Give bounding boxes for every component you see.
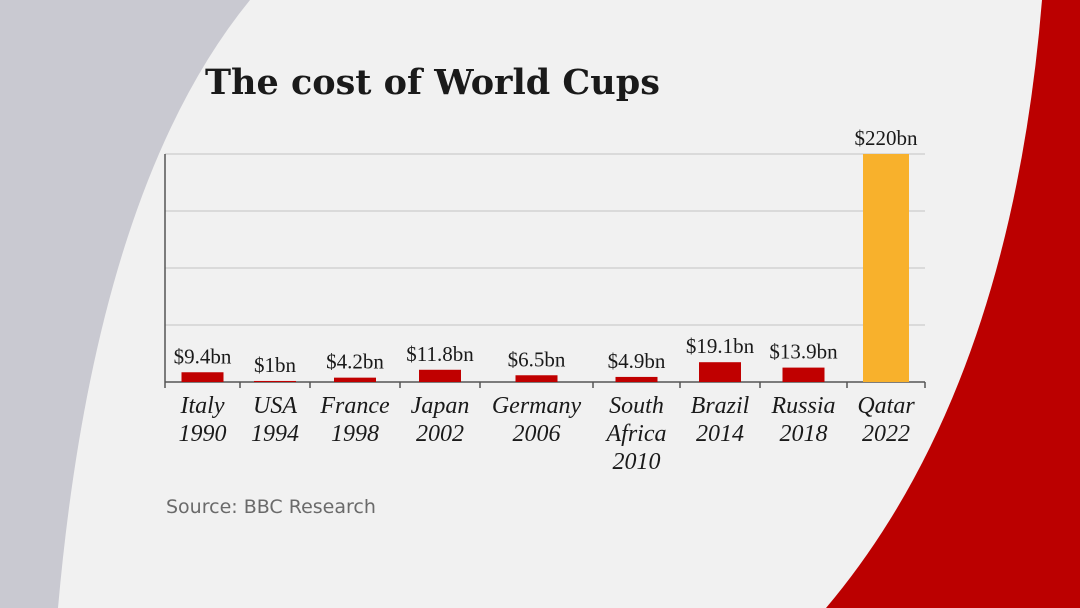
bar bbox=[782, 367, 825, 382]
value-label: $4.2bn bbox=[326, 350, 384, 374]
value-label: $13.9bn bbox=[769, 340, 838, 364]
x-tick-label: Brazil bbox=[691, 393, 750, 419]
bar bbox=[615, 376, 658, 382]
x-tick-label: South bbox=[609, 393, 664, 419]
x-tick-label: 1998 bbox=[331, 421, 379, 447]
x-tick-label: 2018 bbox=[780, 421, 828, 447]
x-tick-label: Qatar bbox=[857, 393, 915, 419]
value-label: $9.4bn bbox=[174, 344, 232, 368]
x-tick-label: 2022 bbox=[862, 421, 910, 447]
value-label: $19.1bn bbox=[686, 334, 755, 358]
value-label: $1bn bbox=[254, 353, 297, 377]
bar bbox=[515, 375, 558, 382]
x-tick-label: USA bbox=[253, 393, 297, 419]
x-tick-label: 1994 bbox=[251, 421, 299, 447]
bar bbox=[181, 372, 224, 382]
x-tick-label: 1990 bbox=[179, 421, 227, 447]
value-label: $220bn bbox=[855, 126, 919, 150]
value-label: $4.9bn bbox=[608, 349, 666, 373]
background-panel bbox=[58, 0, 1042, 608]
bar bbox=[863, 154, 909, 382]
bar bbox=[419, 369, 461, 382]
x-tick-label: 2014 bbox=[696, 421, 744, 447]
x-tick-label: 2002 bbox=[416, 421, 464, 447]
source: Source: BBC Research bbox=[166, 496, 376, 518]
x-tick-label: Italy bbox=[180, 393, 225, 419]
bar bbox=[254, 380, 296, 382]
chart-title: The cost of World Cups bbox=[205, 62, 660, 103]
x-tick-label: Germany bbox=[492, 393, 582, 419]
x-tick-label: 2010 bbox=[613, 449, 661, 475]
bar bbox=[334, 377, 376, 382]
x-tick-label: France bbox=[319, 393, 390, 419]
x-tick-label: Africa bbox=[605, 421, 667, 447]
bar bbox=[699, 362, 741, 382]
value-label: $11.8bn bbox=[406, 342, 474, 366]
x-tick-label: Russia bbox=[770, 393, 835, 419]
x-tick-label: 2006 bbox=[513, 421, 561, 447]
x-tick-label: Japan bbox=[411, 393, 470, 419]
value-label: $6.5bn bbox=[508, 347, 566, 371]
